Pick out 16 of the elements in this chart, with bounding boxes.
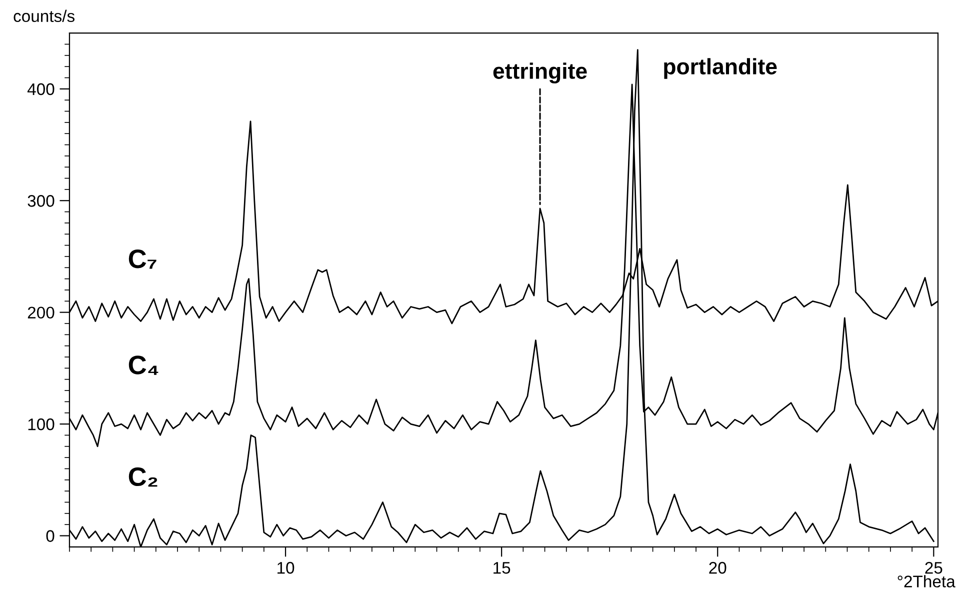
y-tick-label: 200 (28, 306, 54, 319)
y-tick-label: 0 (46, 530, 54, 542)
annotation: portlandite (664, 58, 777, 79)
series-label: C₄ (128, 356, 158, 375)
y-axis-title: counts/s (14, 10, 74, 22)
x-axis-title: °2Theta (898, 575, 956, 588)
annotation: ettringite (493, 62, 587, 84)
x-tick-label: 25 (925, 562, 942, 574)
series-label: C₇ (128, 250, 156, 269)
y-tick-label: 100 (28, 418, 54, 430)
x-tick-label: 10 (278, 562, 294, 574)
series-label: C₂ (128, 467, 158, 487)
y-tick-label: 400 (27, 83, 54, 96)
x-tick-label: 15 (494, 562, 510, 574)
x-tick-label: 20 (709, 562, 726, 574)
y-tick-label: 300 (28, 195, 54, 207)
